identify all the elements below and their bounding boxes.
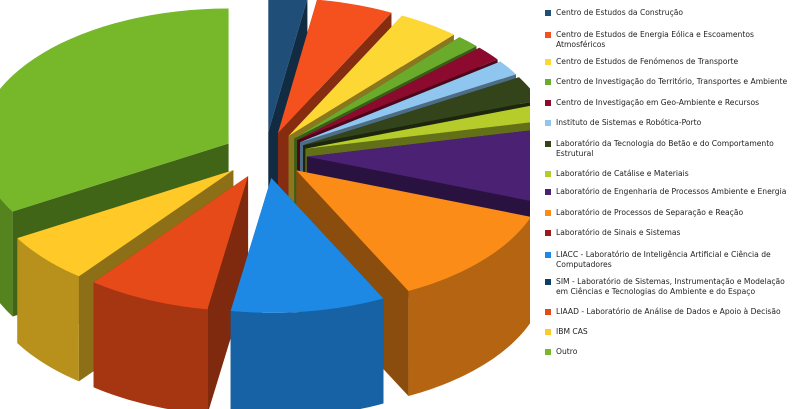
legend-item: Laboratório da Tecnologia do Betão e do … — [545, 139, 799, 158]
legend-swatch — [545, 10, 551, 16]
legend-label: Laboratório de Sinais e Sistemas — [556, 228, 681, 237]
pie-slice — [230, 177, 384, 409]
legend-label: Laboratório de Catálise e Materiais — [556, 169, 689, 178]
legend-item: Laboratório de Sinais e Sistemas — [545, 228, 680, 238]
legend-swatch — [545, 59, 551, 65]
legend-swatch — [545, 100, 551, 106]
legend-item: SIM - Laboratório de Sistemas, Instrumen… — [545, 277, 799, 296]
slice-top — [17, 170, 234, 277]
pie-slice — [93, 176, 249, 409]
legend-label: Centro de Estudos de Energia Eólica e Es… — [556, 30, 754, 49]
legend-swatch — [545, 252, 551, 258]
legend-swatch — [545, 329, 551, 335]
legend-item: Laboratório de Engenharia de Processos A… — [545, 187, 786, 197]
legend-item: LIACC - Laboratório de Inteligência Arti… — [545, 250, 799, 269]
legend-label: Centro de Estudos de Fenómenos de Transp… — [556, 57, 739, 66]
legend-label: Centro de Investigação do Território, Tr… — [556, 77, 788, 86]
slice-side — [0, 198, 13, 317]
legend-item: Centro de Investigação em Geo-Ambiente e… — [545, 98, 759, 108]
slice-top — [306, 130, 530, 201]
legend-label: Outro — [556, 347, 578, 356]
legend-swatch — [545, 230, 551, 236]
legend-swatch — [545, 79, 551, 85]
legend-item: LIAAD - Laboratório de Análise de Dados … — [545, 307, 781, 317]
slice-top — [294, 37, 477, 139]
legend-swatch — [545, 279, 551, 285]
legend-item: Centro de Estudos de Fenómenos de Transp… — [545, 57, 738, 67]
slice-side — [93, 282, 208, 409]
slice-top — [305, 105, 530, 149]
legend-swatch — [545, 141, 551, 147]
slice-side — [408, 218, 530, 397]
legend-label: Centro de Investigação em Geo-Ambiente e… — [556, 98, 760, 107]
legend-label: LIAAD - Laboratório de Análise de Dados … — [556, 307, 781, 316]
legend-item: Instituto de Sistemas e Robótica-Porto — [545, 118, 701, 128]
legend-item: Centro de Investigação do Território, Tr… — [545, 77, 787, 87]
slice-side — [230, 298, 384, 409]
legend-item: Centro de Estudos de Energia Eólica e Es… — [545, 30, 799, 49]
legend-label: Laboratório da Tecnologia do Betão e do … — [556, 139, 774, 158]
legend-label: SIM - Laboratório de Sistemas, Instrumen… — [556, 277, 785, 296]
slice-top — [303, 77, 530, 146]
legend-label: IBM CAS — [556, 327, 588, 336]
slice-top — [230, 177, 384, 313]
slice-top — [288, 15, 454, 136]
legend-swatch — [545, 349, 551, 355]
legend-item: Laboratório de Processos de Separação e … — [545, 208, 743, 218]
legend-item: Centro de Estudos da Construção — [545, 8, 683, 18]
legend-swatch — [545, 210, 551, 216]
pie-chart — [0, 0, 530, 409]
slice-top — [268, 0, 308, 132]
slice-top — [277, 0, 392, 134]
legend-label: Instituto de Sistemas e Robótica-Porto — [556, 118, 702, 127]
legend-item: Outro — [545, 347, 577, 357]
slice-top — [93, 176, 249, 310]
slice-side — [17, 238, 79, 382]
slice-top — [300, 61, 517, 143]
legend-item: IBM CAS — [545, 327, 588, 337]
legend-swatch — [545, 171, 551, 177]
slice-top — [297, 47, 498, 141]
legend-label: Laboratório de Processos de Separação e … — [556, 208, 744, 217]
legend-label: Centro de Estudos da Construção — [556, 8, 684, 17]
slice-top — [0, 8, 229, 212]
legend-swatch — [545, 309, 551, 315]
legend-swatch — [545, 189, 551, 195]
legend-swatch — [545, 120, 551, 126]
legend-swatch — [545, 32, 551, 38]
legend-label: LIACC - Laboratório de Inteligência Arti… — [556, 250, 771, 269]
legend-item: Laboratório de Catálise e Materiais — [545, 169, 689, 179]
legend-label: Laboratório de Engenharia de Processos A… — [556, 187, 787, 196]
slice-top — [296, 170, 530, 292]
